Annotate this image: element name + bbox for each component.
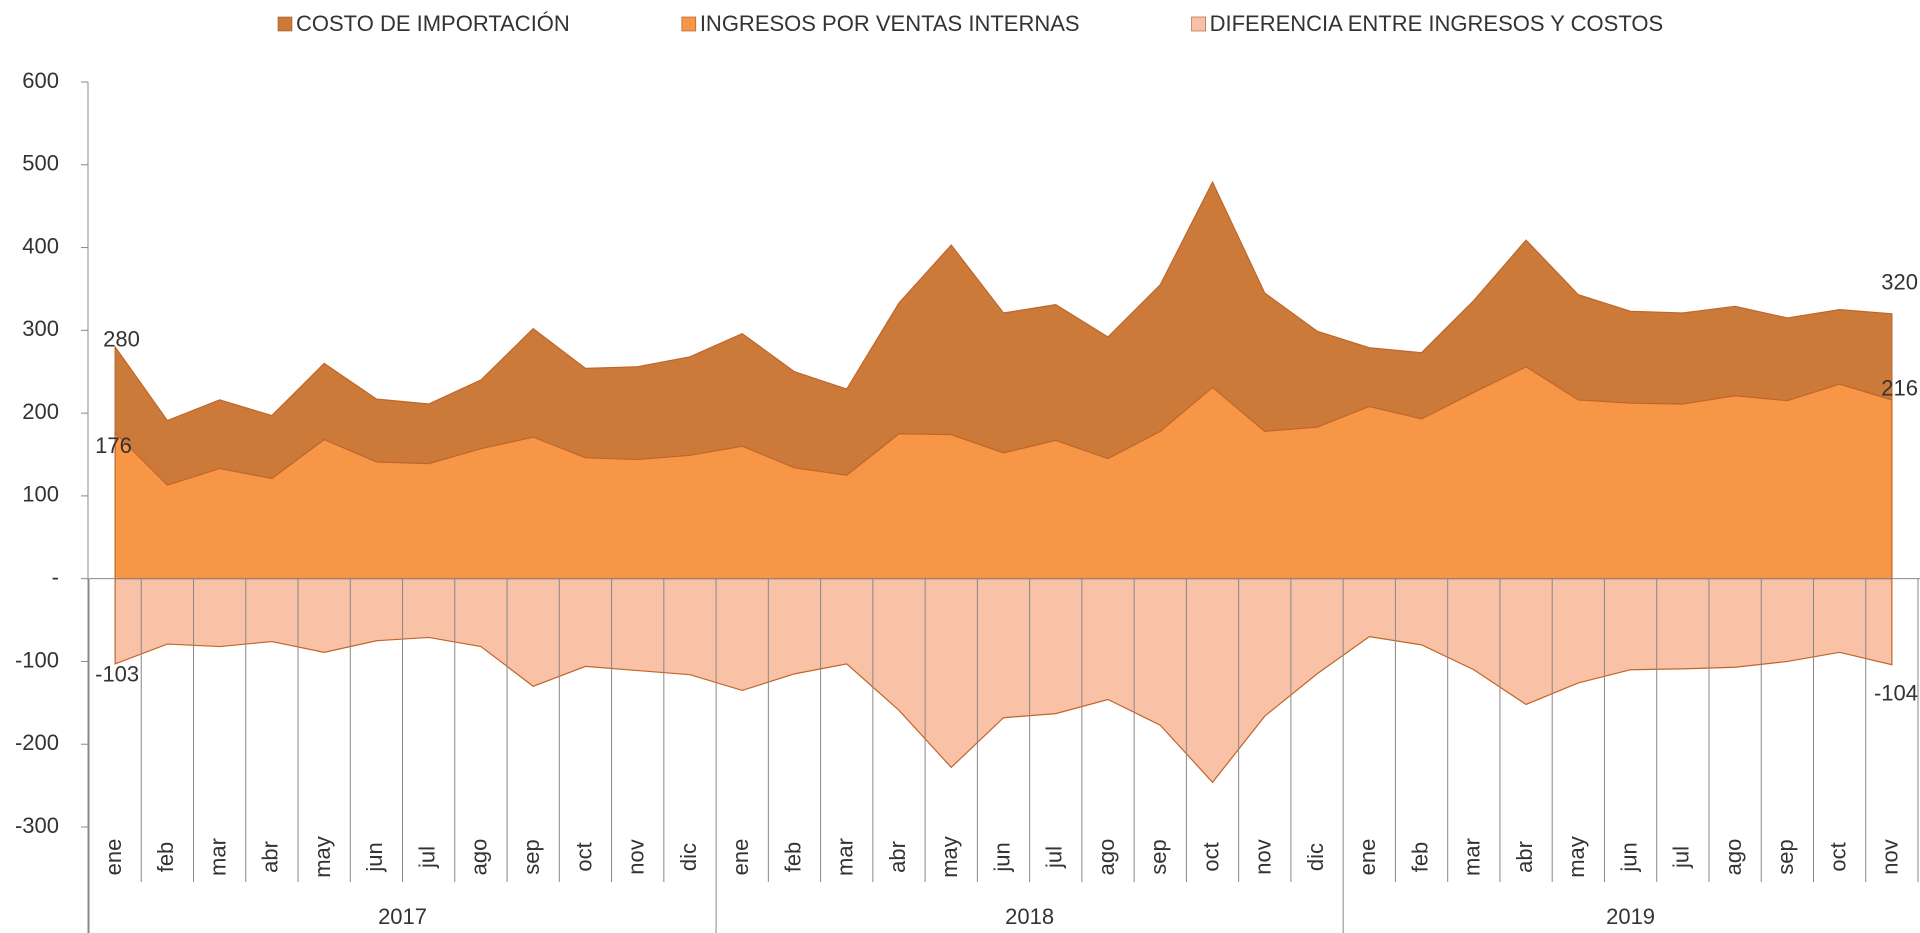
x-tick-label: feb — [780, 842, 805, 873]
data-label: -104 — [1874, 681, 1918, 706]
x-tick-label: jul — [1669, 846, 1694, 869]
x-tick-label: sep — [519, 839, 544, 874]
x-tick-label: mar — [1460, 838, 1485, 876]
x-tick-label: oct — [1198, 842, 1223, 871]
x-tick-label: jun — [1616, 842, 1641, 872]
x-tick-label: jul — [414, 846, 439, 869]
y-tick-label: 300 — [22, 316, 59, 341]
y-tick-label: -100 — [15, 647, 59, 672]
x-tick-label: dic — [1303, 843, 1328, 871]
x-tick-label: may — [937, 836, 962, 878]
data-label: -103 — [95, 662, 139, 687]
x-tick-label: may — [1564, 836, 1589, 878]
x-tick-label: jun — [362, 842, 387, 872]
x-tick-label: jun — [989, 842, 1014, 872]
y-tick-label: 200 — [22, 399, 59, 424]
x-tick-label: nov — [1251, 839, 1276, 874]
year-label: 2017 — [378, 904, 427, 929]
legend-swatch — [1191, 16, 1206, 32]
x-tick-label: ene — [728, 839, 753, 876]
y-tick-label: - — [52, 564, 59, 589]
x-tick-label: abr — [885, 841, 910, 873]
data-label: 216 — [1881, 376, 1918, 401]
data-label: 280 — [103, 327, 140, 352]
x-tick-label: nov — [1878, 839, 1903, 874]
area — [114, 578, 1893, 784]
x-tick-label: abr — [258, 841, 283, 873]
x-tick-label: abr — [1512, 841, 1537, 873]
x-tick-label: ago — [1094, 839, 1119, 876]
legend-swatch — [277, 16, 293, 32]
legend-label: INGRESOS POR VENTAS INTERNAS — [700, 11, 1080, 36]
x-tick-label: ago — [467, 839, 492, 876]
x-tick-label: ene — [101, 839, 126, 876]
x-tick-label: oct — [571, 842, 596, 871]
x-tick-label: feb — [153, 842, 178, 873]
y-tick-label: 500 — [22, 151, 59, 176]
x-tick-label: jul — [1042, 846, 1067, 869]
y-tick-label: -300 — [15, 813, 59, 838]
x-tick-label: may — [310, 836, 335, 878]
legend-label: DIFERENCIA ENTRE INGRESOS Y COSTOS — [1210, 11, 1664, 36]
y-tick-label: 100 — [22, 482, 59, 507]
x-tick-label: nov — [624, 839, 649, 874]
area — [114, 366, 1893, 580]
data-label: 176 — [95, 433, 132, 458]
x-tick-label: sep — [1773, 839, 1798, 874]
x-tick-label: mar — [205, 838, 230, 876]
x-tick-label: ago — [1721, 839, 1746, 876]
y-tick-label: 600 — [22, 68, 59, 93]
x-tick-label: ene — [1355, 839, 1380, 876]
legend-label: COSTO DE IMPORTACIÓN — [296, 11, 570, 36]
x-tick-label: mar — [833, 838, 858, 876]
x-tick-label: sep — [1146, 839, 1171, 874]
year-label: 2019 — [1606, 904, 1655, 929]
x-tick-label: dic — [676, 843, 701, 871]
data-label: 320 — [1881, 270, 1918, 295]
legend-swatch — [681, 16, 697, 32]
x-tick-label: oct — [1825, 842, 1850, 871]
y-tick-label: 400 — [22, 233, 59, 258]
year-label: 2018 — [1005, 904, 1054, 929]
y-tick-label: -200 — [15, 730, 59, 755]
x-tick-label: feb — [1407, 842, 1432, 873]
